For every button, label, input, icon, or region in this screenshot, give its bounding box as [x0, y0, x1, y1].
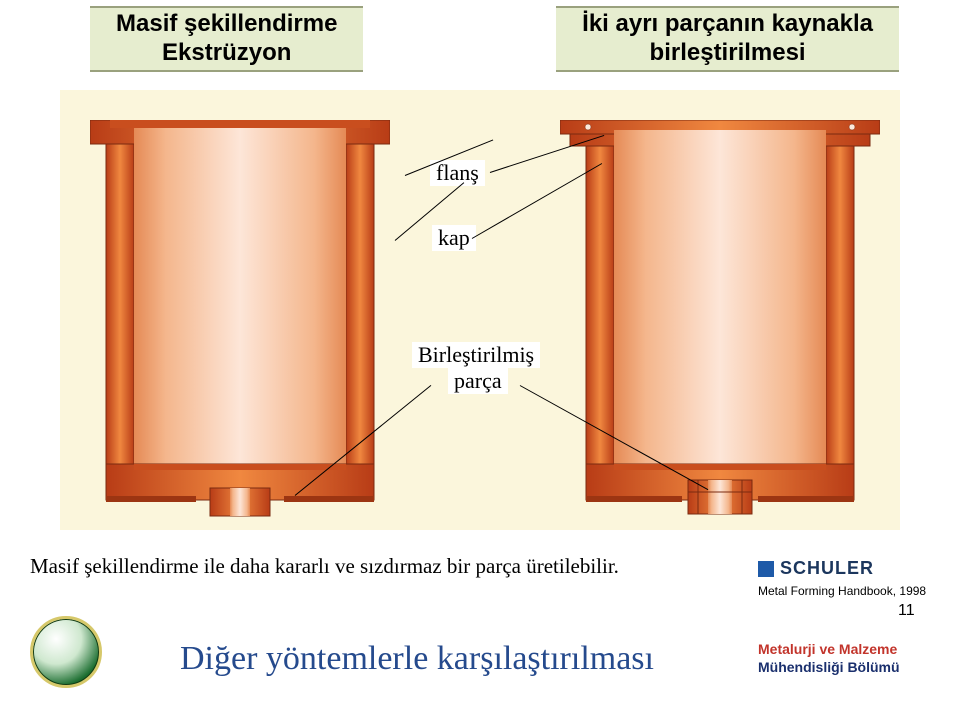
schuler-text: SCHULER — [780, 558, 874, 579]
header-right-line2: birleştirilmesi — [582, 39, 873, 68]
bottom-title: Diğer yöntemlerle karşılaştırılması — [180, 640, 654, 678]
label-joined: Birleştirilmiş — [412, 342, 540, 368]
diagram-area: flanş kap Birleştirilmiş parça — [60, 90, 900, 530]
schuler-logo: SCHULER — [758, 558, 874, 579]
university-logo-icon — [30, 616, 102, 688]
header-left-line2: Ekstrüzyon — [116, 39, 337, 68]
header-left: Masif şekillendirme Ekstrüzyon — [90, 6, 363, 72]
department-name: Metalurji ve Malzeme Mühendisliği Bölümü — [758, 640, 900, 676]
label-cap: kap — [432, 225, 476, 251]
header-right: İki ayrı parçanın kaynakla birleştirilme… — [556, 6, 899, 72]
cup-left — [90, 120, 390, 520]
label-part: parça — [448, 368, 508, 394]
header-right-line1: İki ayrı parçanın kaynakla — [582, 10, 873, 39]
schuler-square-icon — [758, 561, 774, 577]
department-line1: Metalurji ve Malzeme — [758, 640, 900, 658]
caption: Masif şekillendirme ile daha kararlı ve … — [30, 554, 619, 579]
label-flange: flanş — [430, 160, 485, 186]
credit-line: Metal Forming Handbook, 1998 — [758, 584, 926, 598]
header-row: Masif şekillendirme Ekstrüzyon İki ayrı … — [0, 0, 959, 72]
page-number: 11 — [898, 602, 915, 620]
cup-right — [560, 120, 880, 520]
department-line2: Mühendisliği Bölümü — [758, 658, 900, 676]
header-left-line1: Masif şekillendirme — [116, 10, 337, 39]
